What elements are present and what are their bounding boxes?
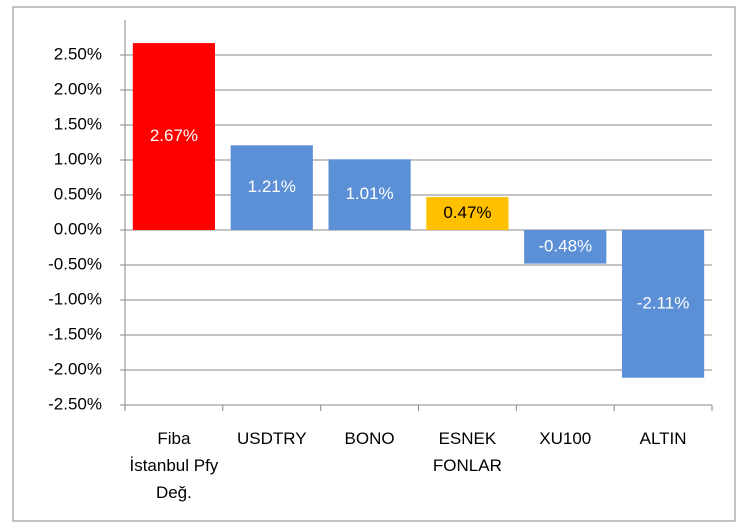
y-tick-label: 0.00% (54, 219, 102, 238)
y-tick-label: 2.50% (54, 44, 102, 63)
y-tick-label: -2.50% (48, 394, 102, 413)
data-label: 1.21% (248, 177, 296, 196)
data-label: 1.01% (345, 184, 393, 203)
y-tick-label: -2.00% (48, 359, 102, 378)
data-label: -0.48% (538, 236, 592, 255)
bar (230, 145, 313, 230)
data-label: 0.47% (443, 203, 491, 222)
x-tick-label: ESNEK FONLAR (432, 429, 502, 475)
data-label: 2.67% (150, 126, 198, 145)
x-tick-label: ALTIN (639, 429, 687, 448)
bar (132, 43, 216, 230)
y-tick-label: 1.00% (54, 149, 102, 168)
y-tick-label: -0.50% (48, 254, 102, 273)
bar (328, 159, 411, 230)
x-tick-label: BONO (344, 429, 395, 448)
y-tick-label: 1.50% (54, 114, 102, 133)
x-tick-label: USDTRY (236, 429, 307, 448)
y-tick-label: 0.50% (54, 184, 102, 203)
bar (524, 230, 607, 264)
bar (426, 197, 509, 230)
y-tick-label: -1.50% (48, 324, 102, 343)
y-tick-label: 2.00% (54, 79, 102, 98)
bar (621, 230, 705, 378)
y-tick-label: -1.00% (48, 289, 102, 308)
x-tick-label: XU100 (539, 429, 592, 448)
data-label: -2.11% (637, 293, 690, 312)
x-tick-label: Fiba İstanbul Pfy Değ. (129, 429, 219, 502)
